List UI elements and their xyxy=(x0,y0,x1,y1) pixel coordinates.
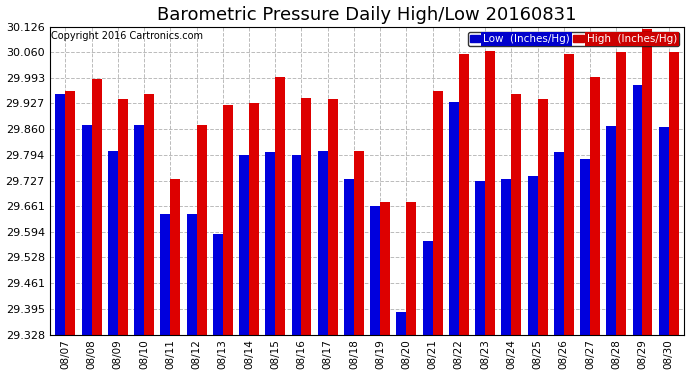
Bar xyxy=(659,127,669,335)
Bar xyxy=(213,234,223,335)
Bar xyxy=(528,176,538,335)
Bar xyxy=(249,104,259,335)
Bar xyxy=(616,52,627,335)
Bar xyxy=(485,51,495,335)
Bar xyxy=(502,180,511,335)
Bar xyxy=(265,152,275,335)
Bar xyxy=(328,99,337,335)
Bar xyxy=(275,78,285,335)
Bar xyxy=(564,54,574,335)
Bar xyxy=(302,98,311,335)
Bar xyxy=(239,155,249,335)
Bar xyxy=(642,29,653,335)
Bar xyxy=(81,125,92,335)
Bar xyxy=(580,159,590,335)
Bar xyxy=(317,151,328,335)
Bar xyxy=(538,99,548,335)
Bar xyxy=(554,152,564,335)
Text: Copyright 2016 Cartronics.com: Copyright 2016 Cartronics.com xyxy=(51,31,203,41)
Bar xyxy=(354,151,364,335)
Title: Barometric Pressure Daily High/Low 20160831: Barometric Pressure Daily High/Low 20160… xyxy=(157,6,577,24)
Bar xyxy=(590,78,600,335)
Bar xyxy=(223,105,233,335)
Bar xyxy=(607,126,616,335)
Bar xyxy=(669,52,679,335)
Bar xyxy=(633,85,642,335)
Bar xyxy=(406,202,416,335)
Bar xyxy=(344,180,354,335)
Bar xyxy=(92,79,101,335)
Bar xyxy=(397,312,406,335)
Bar xyxy=(380,202,390,335)
Bar xyxy=(144,94,154,335)
Bar xyxy=(118,99,128,335)
Bar xyxy=(66,91,75,335)
Bar xyxy=(371,207,380,335)
Bar xyxy=(197,125,206,335)
Bar xyxy=(160,214,170,335)
Bar xyxy=(433,91,442,335)
Bar xyxy=(170,180,180,335)
Bar xyxy=(423,241,433,335)
Bar xyxy=(475,181,485,335)
Bar xyxy=(186,214,197,335)
Bar xyxy=(108,151,118,335)
Bar xyxy=(511,94,521,335)
Bar xyxy=(55,94,66,335)
Legend: Low  (Inches/Hg), High  (Inches/Hg): Low (Inches/Hg), High (Inches/Hg) xyxy=(468,32,679,46)
Bar xyxy=(291,155,302,335)
Bar xyxy=(449,102,459,335)
Bar xyxy=(459,54,469,335)
Bar xyxy=(134,125,144,335)
